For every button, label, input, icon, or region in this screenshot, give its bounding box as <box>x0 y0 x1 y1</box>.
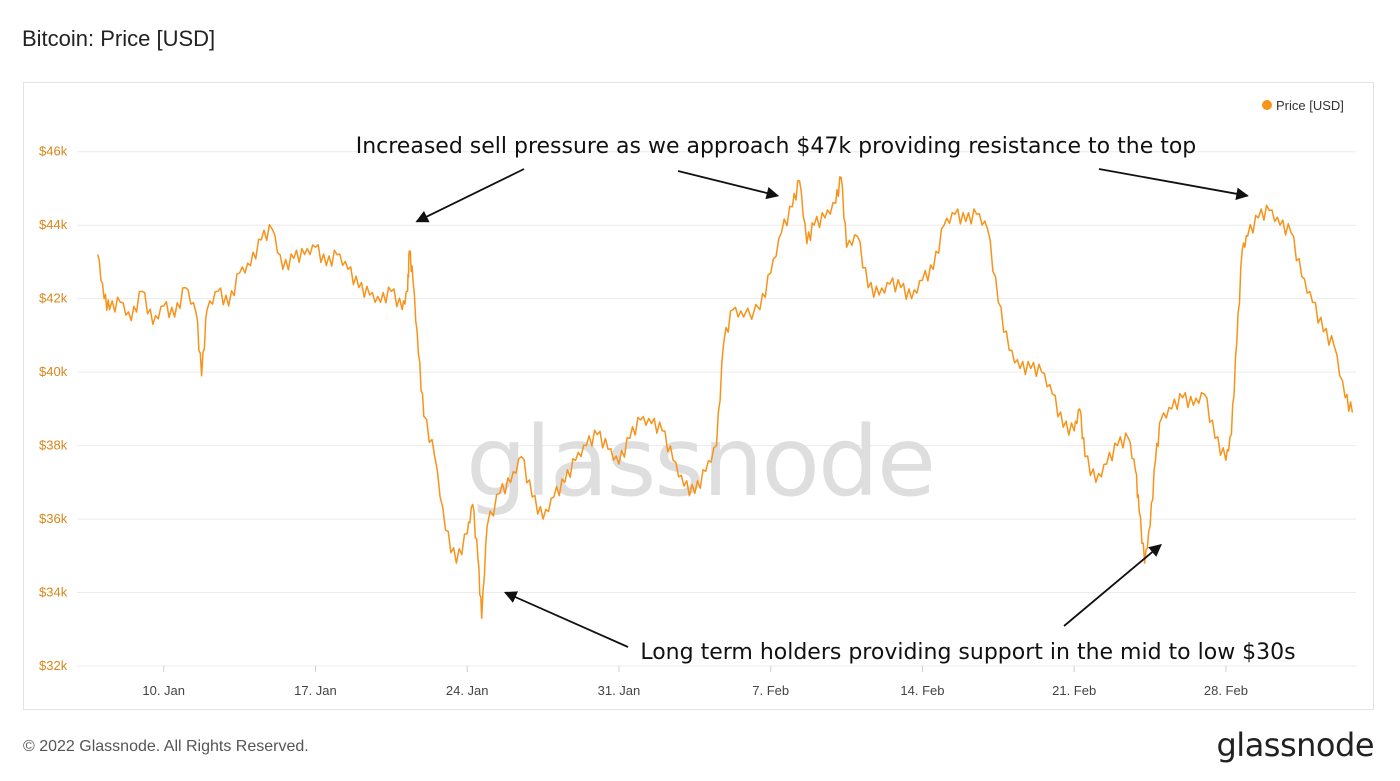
y-tick-label: $34k <box>39 585 68 600</box>
annotations: Increased sell pressure as we approach $… <box>356 134 1296 665</box>
price-line <box>97 176 1354 619</box>
y-tick-label: $44k <box>39 217 68 232</box>
x-tick-label: 31. Jan <box>598 683 641 698</box>
annotation-arrow <box>503 591 629 648</box>
x-tick-label: 17. Jan <box>294 683 337 698</box>
legend: Price [USD] <box>1262 98 1344 113</box>
x-tick-label: 10. Jan <box>142 683 185 698</box>
annotation-arrow <box>677 170 780 200</box>
y-tick-label: $40k <box>39 364 68 379</box>
annotation-arrow <box>1063 543 1162 627</box>
page-title: Bitcoin: Price [USD] <box>22 26 216 51</box>
annotation-support: Long term holders providing support in t… <box>640 640 1295 665</box>
y-tick-label: $32k <box>39 658 68 673</box>
x-tick-label: 14. Feb <box>900 683 944 698</box>
watermark-text: glassnode <box>466 406 934 518</box>
price-chart: glassnode $32k $34k $36k $38k $40k $42k $44k $4… <box>39 98 1356 698</box>
glassnode-logo: glassnode <box>1216 726 1374 764</box>
x-tick-label: 28. Feb <box>1204 683 1248 698</box>
annotation-arrow <box>1098 168 1249 200</box>
grid-lines <box>77 151 1356 667</box>
y-tick-label: $38k <box>39 438 68 453</box>
annotation-arrows <box>415 168 1249 648</box>
legend-dot-icon <box>1262 100 1272 110</box>
annotation-resistance: Increased sell pressure as we approach $… <box>356 134 1197 159</box>
x-tick-label: 21. Feb <box>1052 683 1096 698</box>
y-tick-label: $46k <box>39 144 68 159</box>
legend-label: Price [USD] <box>1276 98 1344 113</box>
copyright-text: © 2022 Glassnode. All Rights Reserved. <box>23 738 309 755</box>
x-axis: 10. Jan 17. Jan 24. Jan 31. Jan 7. Feb 14. Fe… <box>142 666 1248 698</box>
y-axis: $32k $34k $36k $38k $40k $42k $44k $46k <box>39 144 68 673</box>
x-tick-label: 24. Jan <box>446 683 489 698</box>
x-tick-label: 7. Feb <box>752 683 789 698</box>
y-tick-label: $36k <box>39 511 68 526</box>
annotation-arrow <box>415 168 525 223</box>
chart-frame: glassnode $32k $34k $36k $38k $40k $42k $44k $4… <box>23 82 1374 710</box>
y-tick-label: $42k <box>39 291 68 306</box>
